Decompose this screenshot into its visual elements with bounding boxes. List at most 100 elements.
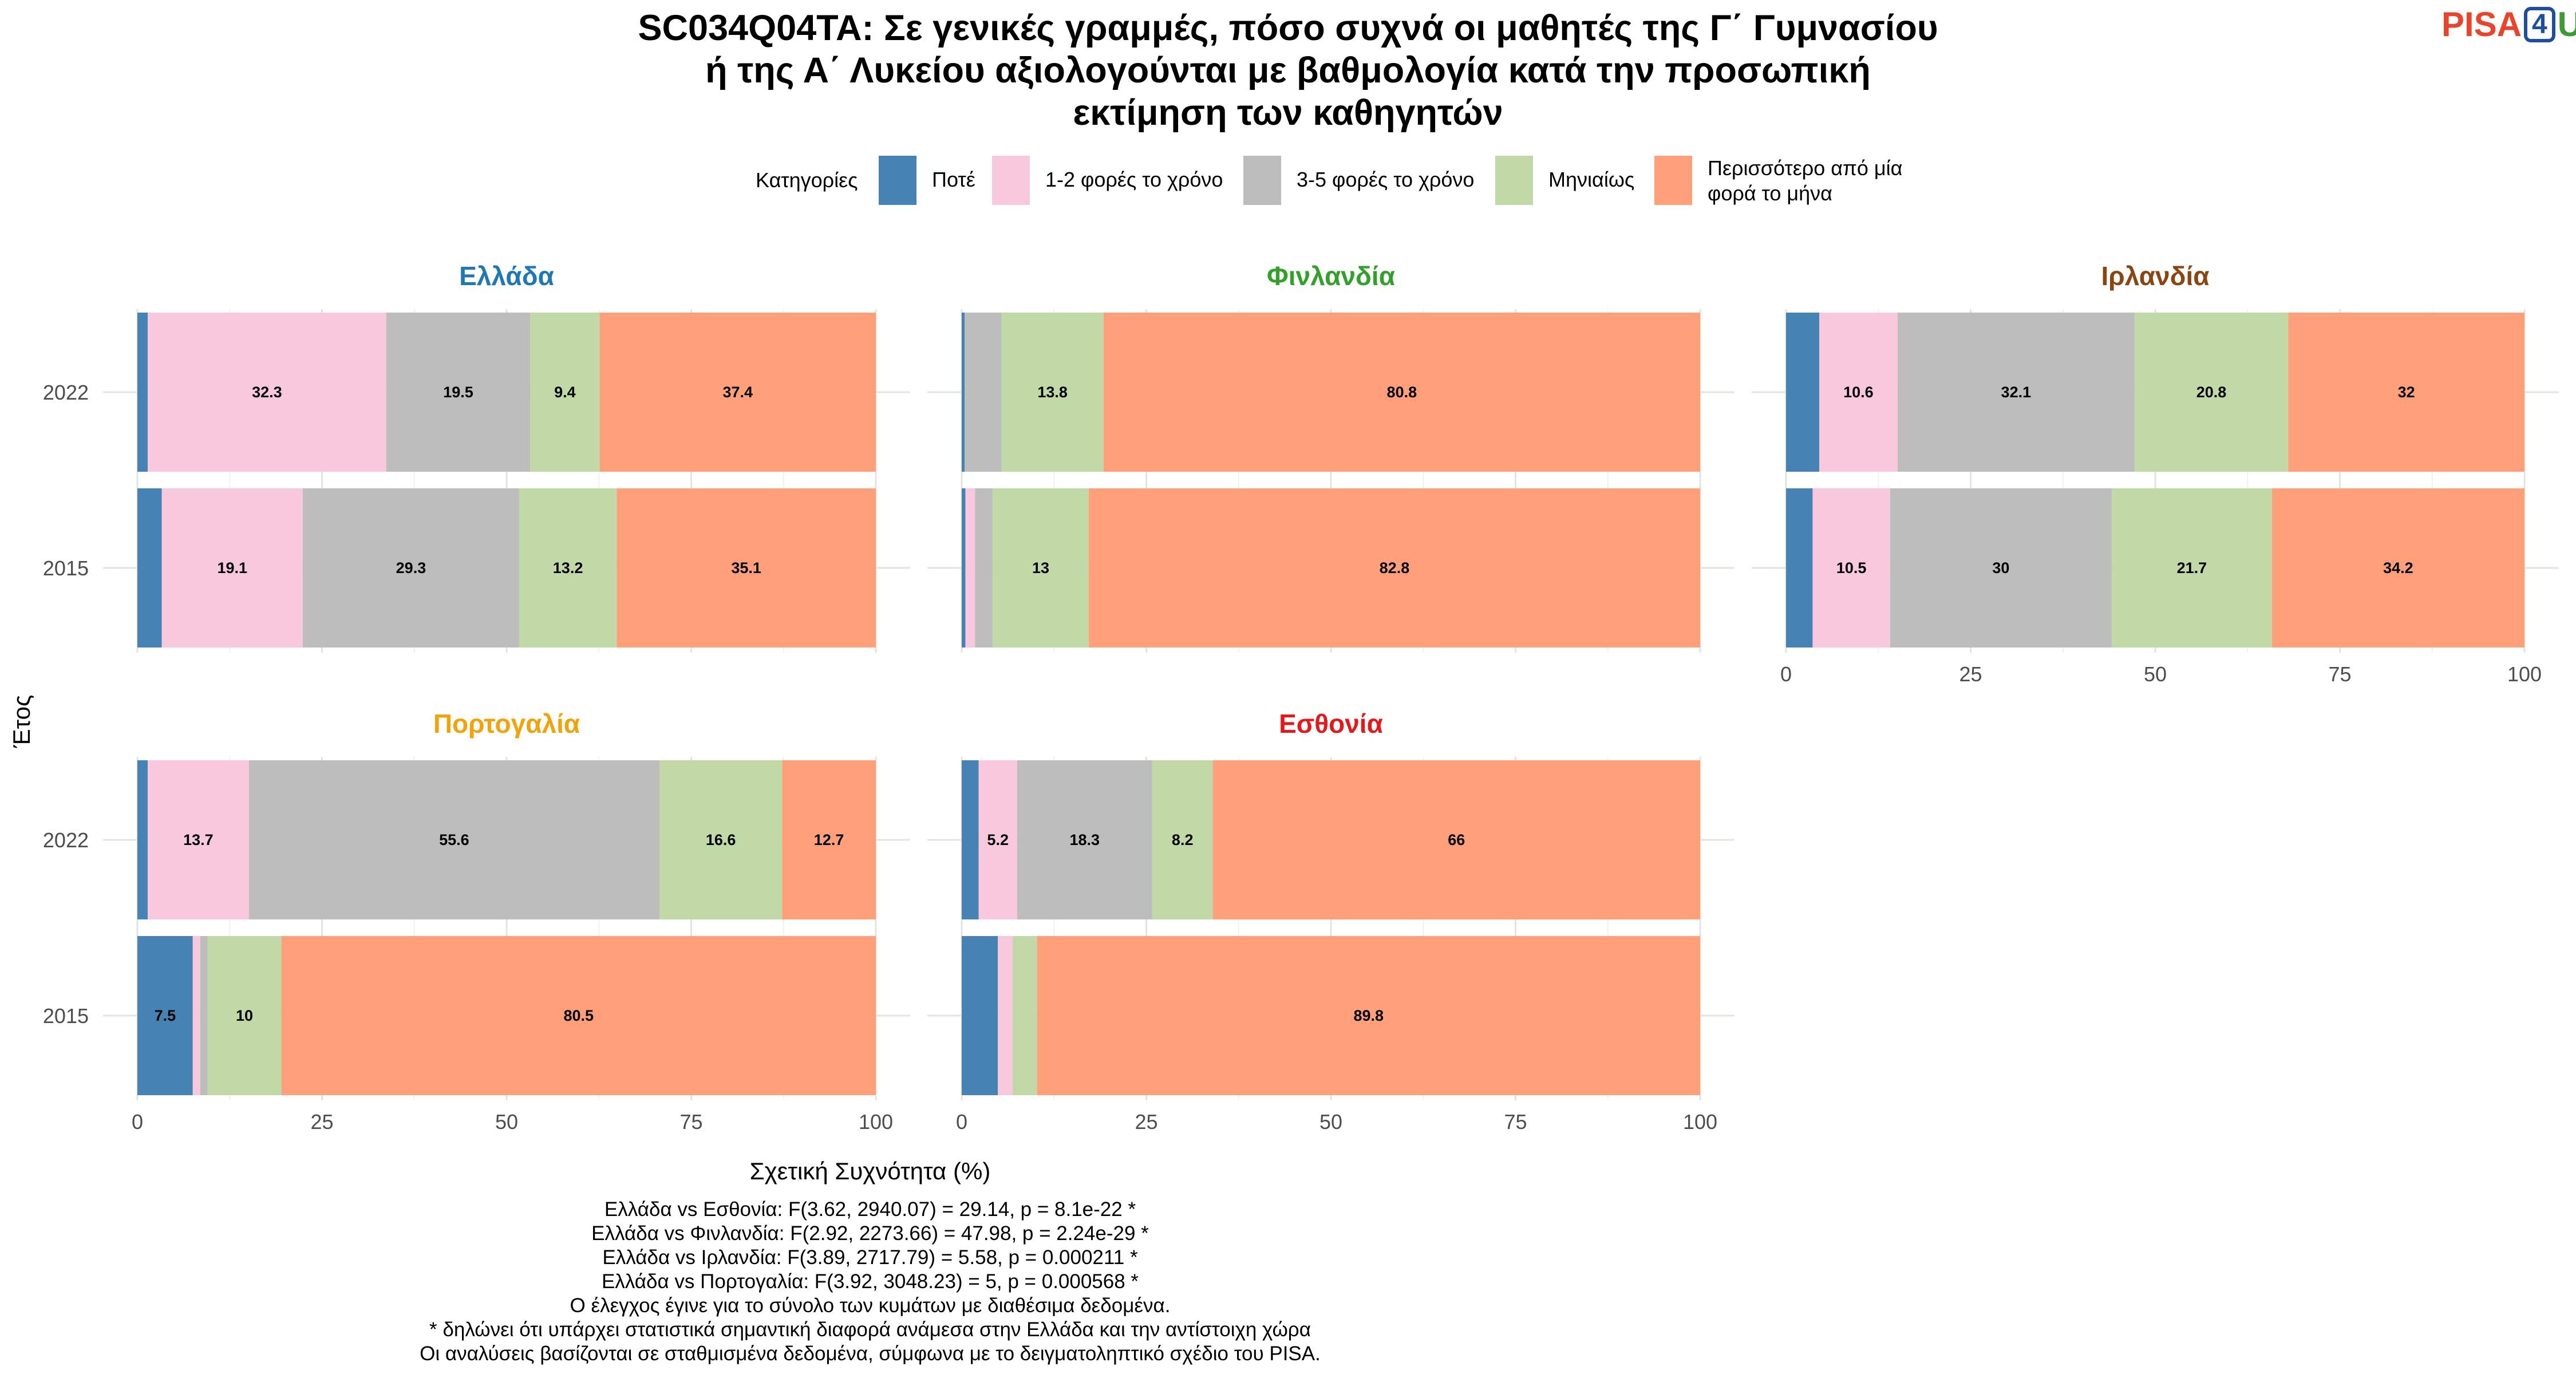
panel-3-label-2022-seg-3: 32.1 [2001, 384, 2032, 401]
panel-5-bar-2015-seg-1 [962, 936, 998, 1095]
note-line-3: Ελλάδα vs Ιρλανδία: F(3.89, 2717.79) = 5… [602, 1246, 1138, 1269]
title-line-2: ή της Α΄ Λυκείου αξιολογούνται με βαθμολ… [705, 50, 1871, 90]
note-line-2: Ελλάδα vs Φινλανδία: F(2.92, 2273.66) = … [591, 1222, 1149, 1245]
panel-5-label-2022-seg-5: 66 [1448, 831, 1465, 848]
panel-5-title: Εσθονία [1279, 709, 1383, 739]
panel-3-bar-2015-seg-4 [2111, 488, 2272, 647]
logo-u-text: U [2557, 5, 2576, 44]
panel-2-label-2022-seg-4: 13.8 [1037, 384, 1068, 401]
panel-1-bar-2015-seg-4 [519, 488, 617, 647]
panel-1-label-2015-seg-4: 13.2 [553, 559, 583, 577]
panel-1-label-2022-seg-3: 19.5 [443, 384, 473, 401]
panel-5-xtick-75: 75 [1504, 1110, 1527, 1134]
panel-1-label-2015-seg-3: 29.3 [396, 559, 426, 577]
legend-swatch-3-5-times [1243, 156, 1281, 205]
panel-3-label-2015-seg-2: 10.5 [1836, 559, 1867, 577]
panel-1-bar-2015-seg-2 [161, 488, 303, 647]
panel-5-label-2015-seg-5: 89.8 [1354, 1007, 1384, 1024]
panel-1-bar-2022-seg-4 [530, 313, 600, 472]
panel-2-bar-2015-seg-1 [962, 488, 966, 647]
panel-4-xtick-0: 0 [132, 1110, 143, 1134]
panel-3-xtick-75: 75 [2328, 662, 2351, 686]
legend-title: Κατηγορίες [756, 168, 858, 192]
panel-5-xtick-25: 25 [1135, 1110, 1157, 1134]
panel-5-bar-2022-seg-5 [1212, 760, 1700, 919]
legend-swatch-1-2-times [992, 156, 1030, 205]
legend-label-more-than-monthly: Περισσότερο από μία φορά το μήνα [1708, 156, 1902, 206]
panel-1-label-2022-seg-4: 9.4 [554, 384, 576, 401]
panel-3-label-2022-seg-5: 32 [2398, 384, 2415, 401]
panel-5-label-2022-seg-4: 8.2 [1172, 831, 1194, 848]
panel-3-label-2022-seg-4: 20.8 [2196, 384, 2227, 401]
panel-4-label-2022-seg-3: 55.6 [439, 831, 469, 848]
panel-3-bar-2015-seg-2 [1812, 488, 1890, 647]
panel-4-xtick-75: 75 [679, 1110, 702, 1134]
panel-4-label-2022-seg-5: 12.7 [814, 831, 844, 848]
panel-3-label-2022-seg-2: 10.6 [1843, 384, 1874, 401]
x-axis-title: Σχετική Συχνότητα (%) [749, 1158, 991, 1185]
panel-3-bar-2022-seg-2 [1819, 313, 1898, 472]
panel-2-bar-2015-seg-2 [965, 488, 975, 647]
panel-4-bar-2015-seg-4 [207, 936, 282, 1095]
panel-2-bar-2022-seg-3 [965, 313, 1002, 472]
panel-4-xtick-50: 50 [495, 1110, 518, 1134]
legend: Κατηγορίες Ποτέ 1-2 φορές το χρόνο 3-5 φ… [0, 156, 2576, 213]
note-line-4: Ελλάδα vs Πορτογαλία: F(3.92, 3048.23) =… [601, 1270, 1139, 1293]
panel-5-bar-2022-seg-4 [1152, 760, 1213, 919]
legend-label-monthly: Μηνιαίως [1548, 168, 1635, 191]
panel-3-bar-2015-seg-1 [1786, 488, 1813, 647]
panel-5-xtick-100: 100 [1683, 1110, 1717, 1134]
panel-1-label-2015-seg-5: 35.1 [731, 559, 761, 577]
panel-1-bar-2022-seg-3 [386, 313, 531, 472]
panel-1-label-2015-seg-2: 19.1 [217, 559, 247, 577]
legend-label-3-5-times: 3-5 φορές το χρόνο [1297, 168, 1475, 191]
legend-swatch-never [879, 156, 916, 205]
panel-5-bar-2022-seg-1 [962, 760, 979, 919]
chart-title: SC034Q04TA: Σε γενικές γραμμές, πόσο συχ… [0, 7, 2576, 134]
panel-4-bar-2015-seg-5 [281, 936, 876, 1095]
panel-4-xtick-100: 100 [859, 1110, 893, 1134]
panel-1-bar-2022-seg-2 [148, 313, 386, 472]
panel-3-bar-2015-seg-5 [2271, 488, 2524, 647]
panel-2-bar-2015-seg-5 [1088, 488, 1700, 647]
panel-2-bar-2022-seg-5 [1103, 313, 1700, 472]
panel-1-bar-2022-seg-5 [599, 313, 876, 472]
panel-4-ytick-2015: 2015 [43, 1004, 89, 1028]
panel-4-label-2015-seg-1: 7.5 [155, 1007, 176, 1024]
panel-4-bar-2015-seg-3 [200, 936, 208, 1095]
panel-1-bar-2015-seg-5 [617, 488, 876, 647]
note-line-1: Ελλάδα vs Εσθονία: F(3.62, 2940.07) = 29… [604, 1198, 1136, 1221]
panel-1-title: Ελλάδα [459, 261, 554, 291]
logo-four-box: 4 [2524, 7, 2555, 43]
panel-3-bar-2022-seg-5 [2288, 313, 2524, 472]
panel-1-bar-2022-seg-1 [137, 313, 148, 472]
panel-2-label-2022-seg-5: 80.8 [1387, 384, 1417, 401]
pisa4u-logo: PISA 4 U [2441, 5, 2576, 45]
chart-notes: Ελλάδα vs Εσθονία: F(3.62, 2940.07) = 29… [0, 1198, 1740, 1366]
note-line-5: Ο έλεγχος έγινε για το σύνολο των κυμάτω… [570, 1294, 1171, 1317]
faceted-stacked-bar-chart: Ελλάδα 32.3 19.5 9.4 37.4 2022 19.1 29.3 13.2 35.… [8, 261, 2559, 1134]
panel-4-xtick-25: 25 [310, 1110, 333, 1134]
panel-5-bar-2022-seg-3 [1017, 760, 1152, 919]
legend-label-1-2-times: 1-2 φορές το χρόνο [1045, 168, 1223, 191]
panel-4-title: Πορτογαλία [433, 709, 580, 739]
panel-1-label-2022-seg-5: 37.4 [722, 384, 753, 401]
legend-label-more-than-monthly-line-1: Περισσότερο από μία [1708, 156, 1903, 180]
title-line-1: SC034Q04TA: Σε γενικές γραμμές, πόσο συχ… [638, 8, 1938, 48]
panel-3-label-2015-seg-4: 21.7 [2177, 559, 2207, 577]
panel-4-label-2015-seg-5: 80.5 [563, 1007, 594, 1024]
panel-3-bar-2022-seg-4 [2134, 313, 2289, 472]
panel-3-bar-2022-seg-1 [1786, 313, 1820, 472]
panel-4-ytick-2022: 2022 [43, 828, 89, 852]
panel-4-bar-2022-seg-1 [137, 760, 148, 919]
panel-4-bar-2022-seg-5 [782, 760, 876, 919]
panel-4-bar-2015-seg-2 [192, 936, 200, 1095]
panel-2-bar-2015-seg-4 [993, 488, 1089, 647]
panel-1-bar-2015-seg-3 [302, 488, 519, 647]
panel-3-bar-2015-seg-3 [1890, 488, 2112, 647]
panel-5-label-2022-seg-3: 18.3 [1070, 831, 1100, 848]
panel-2-bar-2022-seg-4 [1001, 313, 1104, 472]
panel-5-bar-2015-seg-5 [1037, 936, 1700, 1095]
panel-3-label-2015-seg-5: 34.2 [2383, 559, 2413, 577]
panel-2-title: Φινλανδία [1267, 261, 1395, 291]
